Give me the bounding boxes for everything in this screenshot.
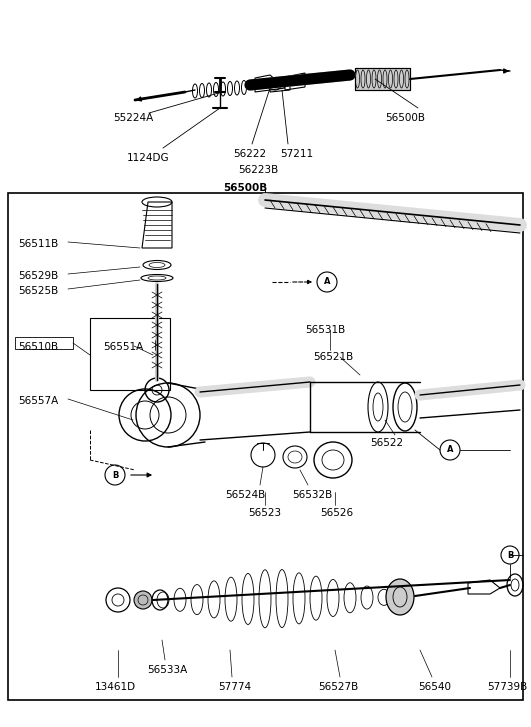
- Text: 55224A: 55224A: [113, 113, 153, 123]
- Bar: [90, 318, 170, 390]
- Text: B: B: [112, 470, 118, 480]
- Text: 56222: 56222: [233, 149, 266, 159]
- Text: 56532B: 56532B: [292, 490, 332, 500]
- Text: 56527B: 56527B: [318, 682, 358, 692]
- Text: 56500B: 56500B: [385, 113, 425, 123]
- Text: 56524B: 56524B: [225, 490, 266, 500]
- Bar: [15, 337, 73, 349]
- Circle shape: [134, 591, 152, 609]
- Text: 57739B: 57739B: [487, 682, 527, 692]
- Text: 56500B: 56500B: [223, 183, 267, 193]
- Text: 56557A: 56557A: [18, 396, 58, 406]
- Text: 1124DG: 1124DG: [127, 153, 169, 163]
- Bar: [355, 68, 410, 90]
- Bar: [8, 193, 523, 700]
- Text: 56522: 56522: [370, 438, 403, 448]
- Text: 13461D: 13461D: [95, 682, 136, 692]
- Text: 56526: 56526: [320, 508, 353, 518]
- Ellipse shape: [386, 579, 414, 615]
- Text: 56531B: 56531B: [305, 325, 345, 335]
- Text: 56523: 56523: [248, 508, 281, 518]
- Text: 56529B: 56529B: [18, 271, 58, 281]
- Text: 57774: 57774: [218, 682, 251, 692]
- Text: A: A: [324, 278, 330, 286]
- Text: 56511B: 56511B: [18, 239, 58, 249]
- Text: 57211: 57211: [280, 149, 313, 159]
- Text: B: B: [507, 550, 513, 560]
- Text: A: A: [447, 446, 453, 454]
- Text: 56525B: 56525B: [18, 286, 58, 296]
- Bar: [355, 68, 410, 90]
- Text: 56533A: 56533A: [147, 665, 187, 675]
- Text: 56540: 56540: [418, 682, 451, 692]
- Text: 56223B: 56223B: [238, 165, 278, 175]
- Text: 56510B: 56510B: [18, 342, 58, 352]
- Text: 56521B: 56521B: [313, 352, 353, 362]
- Text: 56551A: 56551A: [103, 342, 143, 352]
